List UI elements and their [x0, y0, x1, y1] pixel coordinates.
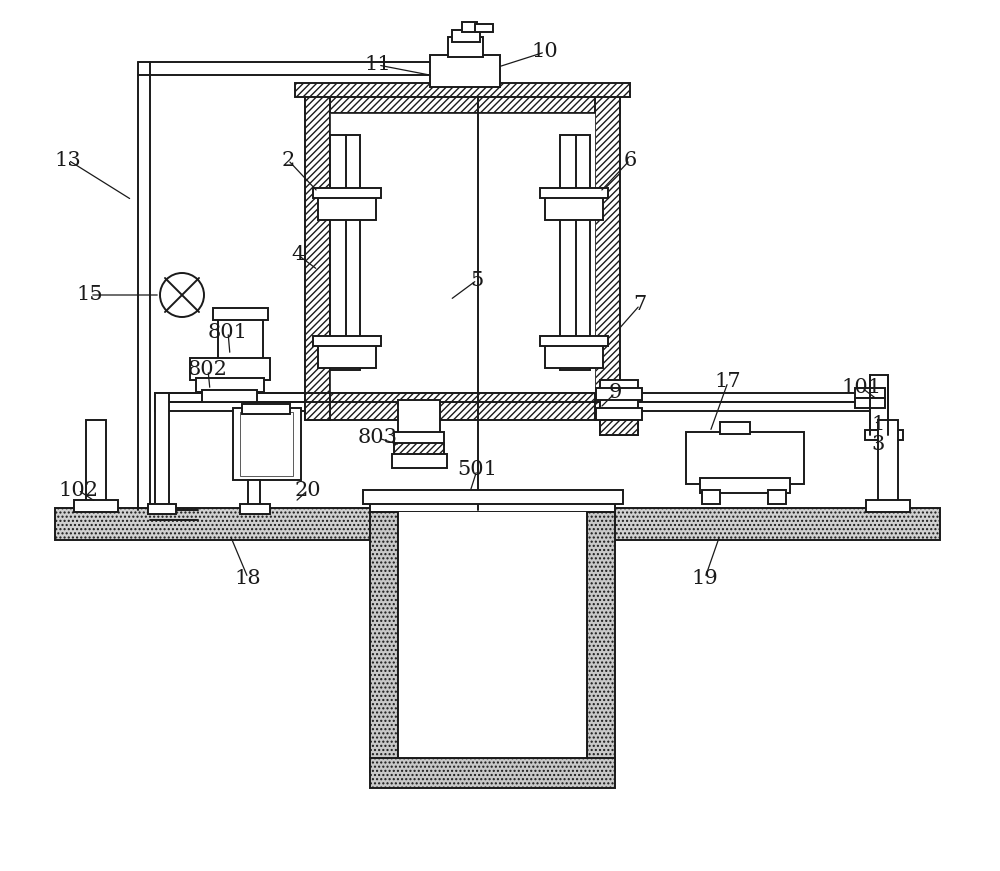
Bar: [318, 192, 376, 220]
Bar: [462, 22, 477, 32]
Text: 501: 501: [457, 461, 497, 480]
Text: 101: 101: [842, 379, 882, 397]
Bar: [392, 454, 447, 468]
Bar: [448, 37, 483, 57]
Text: 20: 20: [295, 481, 321, 499]
Bar: [313, 188, 381, 198]
Text: 10: 10: [532, 43, 558, 62]
Text: 102: 102: [58, 481, 98, 499]
Text: 5: 5: [470, 271, 484, 289]
Text: 19: 19: [692, 569, 718, 588]
Text: 4: 4: [291, 246, 305, 265]
Bar: [855, 388, 885, 398]
Bar: [370, 758, 615, 788]
Bar: [768, 490, 786, 504]
Bar: [686, 432, 804, 484]
Text: 2: 2: [281, 151, 295, 170]
Text: 7: 7: [633, 295, 647, 314]
Bar: [242, 404, 290, 414]
Bar: [295, 83, 630, 97]
Bar: [213, 308, 268, 320]
Bar: [700, 478, 790, 493]
Bar: [702, 490, 720, 504]
Bar: [600, 380, 638, 435]
Text: 18: 18: [235, 569, 261, 588]
Bar: [430, 55, 500, 87]
Bar: [330, 135, 360, 370]
Bar: [600, 420, 638, 435]
Bar: [305, 85, 330, 420]
Bar: [305, 392, 620, 420]
Bar: [452, 30, 480, 42]
Bar: [330, 113, 595, 392]
Bar: [545, 192, 603, 220]
Text: 11: 11: [365, 56, 391, 75]
Bar: [596, 408, 642, 420]
Bar: [370, 512, 398, 772]
Bar: [394, 432, 444, 445]
Bar: [190, 358, 270, 380]
Text: 802: 802: [188, 361, 228, 380]
Bar: [363, 490, 623, 504]
Text: 803: 803: [358, 429, 398, 448]
Bar: [240, 412, 293, 476]
Bar: [313, 336, 381, 346]
Bar: [155, 402, 880, 411]
Bar: [240, 504, 270, 514]
Text: 13: 13: [55, 151, 81, 170]
Text: 801: 801: [208, 322, 248, 341]
Bar: [318, 340, 376, 368]
Text: 1: 1: [871, 415, 885, 435]
Bar: [560, 135, 590, 370]
Text: 6: 6: [623, 151, 637, 170]
Bar: [855, 398, 885, 408]
Bar: [394, 443, 444, 456]
Bar: [587, 512, 615, 772]
Bar: [596, 388, 642, 400]
Bar: [865, 430, 903, 440]
Text: 3: 3: [871, 436, 885, 455]
Text: 9: 9: [608, 383, 622, 402]
Bar: [870, 375, 888, 435]
Bar: [74, 500, 118, 512]
Text: 15: 15: [77, 286, 103, 305]
Bar: [218, 312, 263, 362]
Bar: [155, 393, 880, 402]
Bar: [720, 422, 750, 434]
Bar: [86, 420, 106, 508]
Bar: [55, 508, 940, 540]
Bar: [202, 390, 257, 402]
Bar: [398, 512, 587, 758]
Bar: [370, 500, 615, 512]
Bar: [540, 336, 608, 346]
Bar: [233, 408, 301, 480]
Bar: [475, 24, 493, 32]
Bar: [866, 500, 910, 512]
Bar: [540, 188, 608, 198]
Bar: [155, 393, 169, 508]
Bar: [545, 340, 603, 368]
Bar: [305, 85, 620, 113]
Bar: [595, 85, 620, 420]
Bar: [148, 504, 176, 514]
Bar: [878, 420, 898, 508]
Bar: [196, 378, 264, 392]
Bar: [248, 480, 260, 508]
Bar: [398, 400, 440, 435]
Text: 17: 17: [715, 373, 741, 391]
